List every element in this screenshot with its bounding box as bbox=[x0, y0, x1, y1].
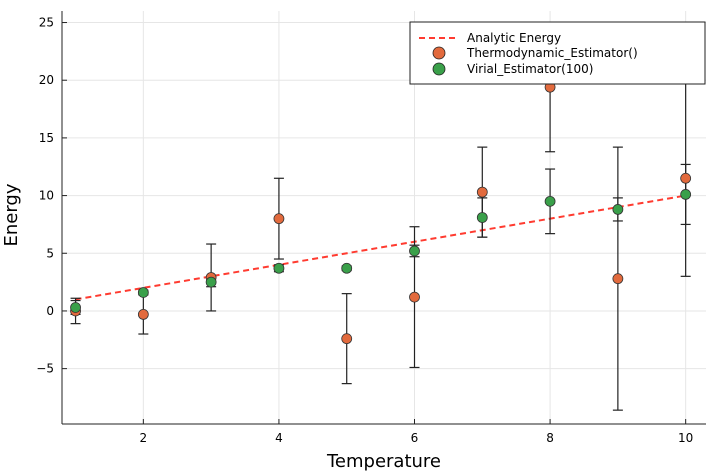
y-tick-label: 10 bbox=[39, 189, 54, 203]
legend-marker-virial bbox=[432, 62, 446, 76]
legend-label-virial: Virial_Estimator(100) bbox=[467, 62, 593, 76]
x-tick-label: 10 bbox=[678, 431, 693, 445]
legend-label-thermo: Thermodynamic_Estimator() bbox=[466, 46, 638, 60]
analytic-line-layer bbox=[75, 194, 686, 301]
virial-point bbox=[137, 287, 149, 298]
thermodynamic-point bbox=[680, 172, 692, 184]
y-axis-label: Energy bbox=[1, 183, 22, 246]
virial-point bbox=[341, 262, 353, 274]
axes bbox=[61, 11, 706, 425]
y-tick-label: 15 bbox=[39, 131, 54, 145]
x-tick-label: 2 bbox=[140, 431, 148, 445]
y-tick-label: 5 bbox=[46, 246, 54, 260]
data-points-layer bbox=[70, 81, 692, 345]
virial-point bbox=[612, 204, 624, 215]
y-tick-label: −5 bbox=[36, 362, 54, 376]
thermodynamic-point bbox=[409, 291, 420, 303]
legend-label-analytic: Analytic Energy bbox=[467, 31, 561, 45]
legend-box bbox=[409, 21, 706, 85]
y-tick-label: 25 bbox=[39, 16, 54, 30]
y-tick-label: 0 bbox=[46, 304, 54, 318]
legend: Analytic Energy Thermodynamic_Estimator(… bbox=[409, 21, 706, 85]
virial-point bbox=[544, 195, 556, 207]
analytic-energy-line bbox=[75, 194, 686, 301]
x-tick-label: 4 bbox=[275, 431, 283, 445]
virial-point bbox=[476, 212, 488, 223]
x-tick-label: 8 bbox=[546, 431, 554, 445]
virial-point bbox=[409, 245, 420, 257]
thermodynamic-point bbox=[137, 309, 149, 320]
thermodynamic-point bbox=[273, 213, 285, 225]
x-tick-label: 6 bbox=[411, 431, 419, 445]
legend-marker-thermo bbox=[432, 46, 446, 60]
tick-labels: 2 4 6 8 10 −5 0 5 10 15 20 25 bbox=[36, 16, 693, 445]
thermodynamic-point bbox=[341, 333, 353, 345]
virial-point bbox=[273, 262, 285, 274]
virial-point bbox=[205, 276, 217, 288]
x-axis-label: Temperature bbox=[326, 451, 441, 472]
virial-point bbox=[70, 302, 81, 313]
virial-point bbox=[680, 189, 692, 200]
thermodynamic-point bbox=[612, 273, 624, 285]
thermodynamic-point bbox=[476, 186, 488, 198]
y-tick-label: 20 bbox=[39, 73, 54, 87]
